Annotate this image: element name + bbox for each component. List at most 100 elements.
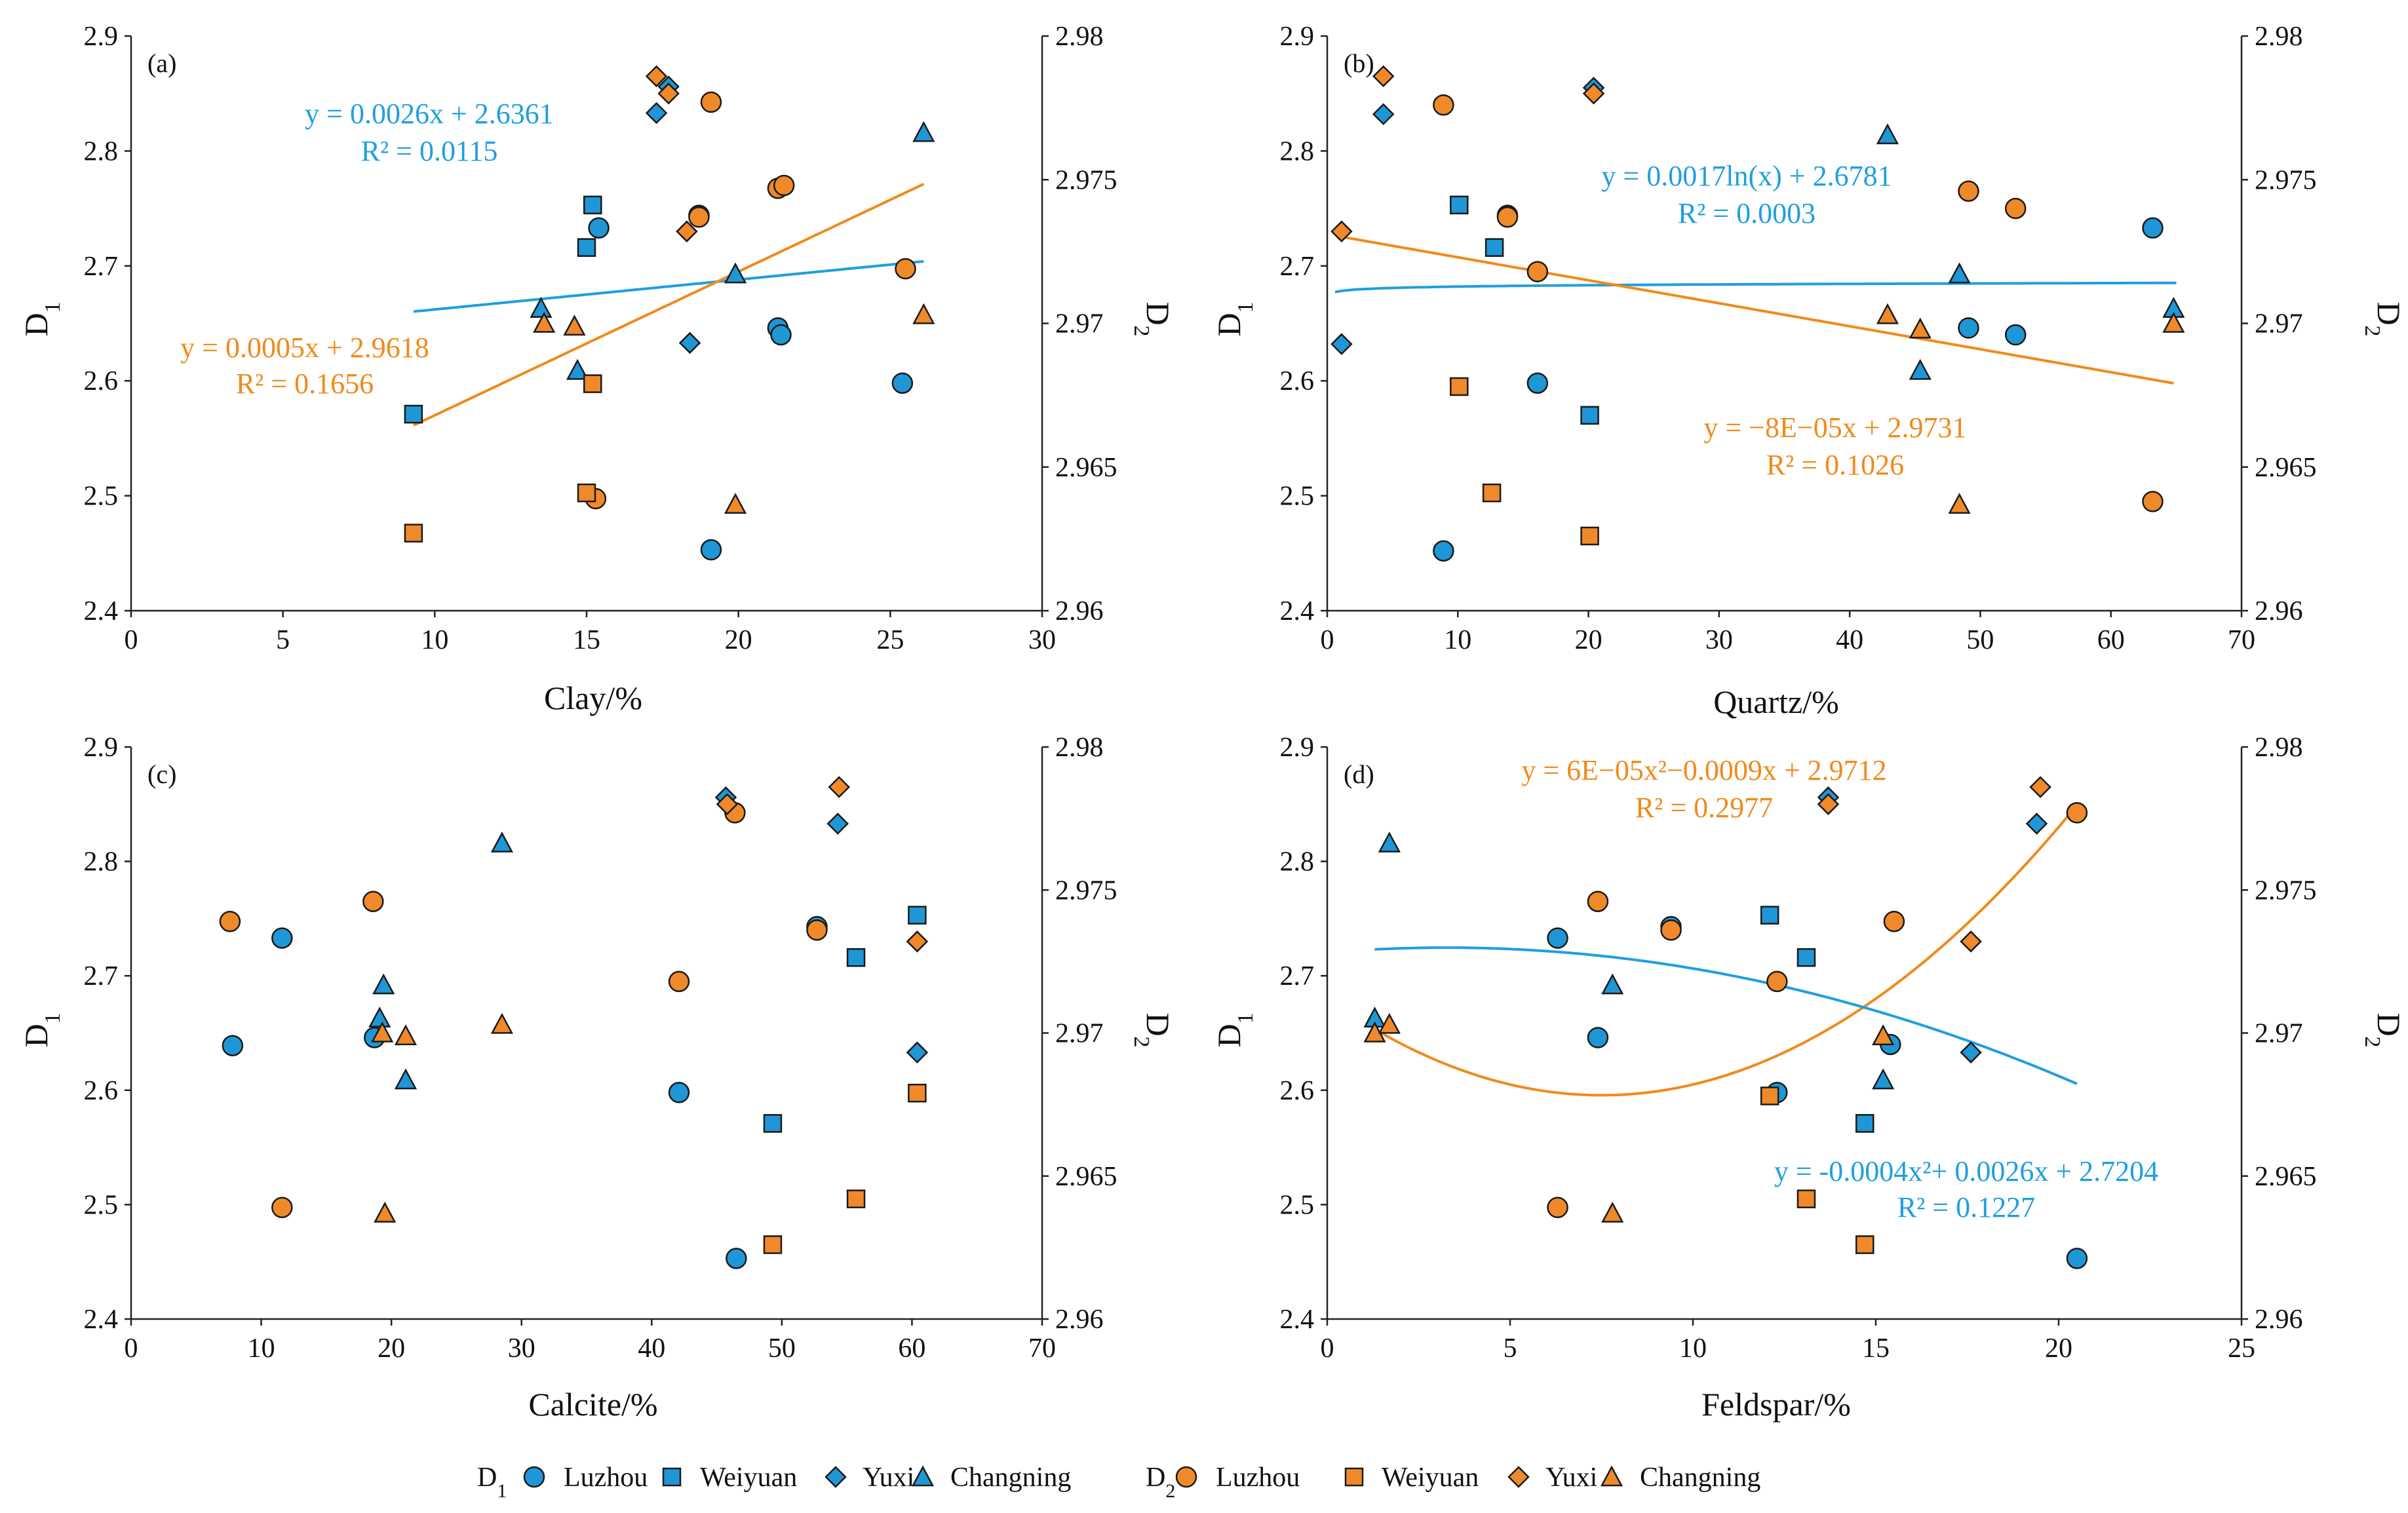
panel-b-point-d1-weiyuan	[1580, 406, 1599, 425]
panel-b-point-d1-changning	[1876, 123, 1899, 145]
legend-marker-shape	[1507, 1466, 1530, 1488]
panel-d-point-d1-yuxi	[2025, 813, 2048, 835]
panel-d-point-d1-yuxi	[1960, 1041, 1982, 1063]
legend-marker-d1-weiyuan	[662, 1467, 682, 1487]
panel-b: (b) Quartz/% D1 D2 y = 0.0017ln(x) + 2.6…	[1211, 22, 2407, 720]
panel-b-point-d2-yuxi	[1330, 220, 1353, 242]
panel-a-x-tick-label: 20	[725, 625, 752, 655]
panel-d-right-y-tick-label: 2.97	[2255, 1019, 2303, 1049]
panel-a-x-tick-label: 10	[421, 625, 448, 655]
panel-a-point-d1-luzhou	[588, 217, 610, 239]
panel-b-right-y-label: D2	[2361, 301, 2408, 336]
panel-c-left-y-tick-label: 2.9	[84, 733, 119, 763]
panel-c-point-d1-luzhou	[222, 1035, 244, 1056]
panel-c-point-d2-weiyuan	[846, 1189, 866, 1208]
panel-a-d1-fit-equation: y = 0.0026x + 2.6361	[305, 98, 554, 130]
panel-a-left-y-tick-label: 2.5	[84, 482, 119, 512]
panel-b-left-y-label: D1	[1211, 301, 1258, 336]
panel-d-point-d1-changning	[1872, 1068, 1895, 1090]
panel-b-point-d2-weiyuan	[1450, 377, 1469, 396]
panel-b-x-tick-label: 70	[2228, 625, 2255, 655]
legend-marker-d2-changning	[1600, 1465, 1623, 1487]
panel-d-point-d2-changning	[1872, 1024, 1895, 1046]
panel-a-point-d2-changning	[533, 311, 556, 333]
panel-a-point-d1-changning	[566, 358, 589, 380]
panel-b-left-y-tick-label: 2.6	[1280, 366, 1315, 396]
panel-b-tag: (b)	[1344, 48, 1374, 78]
panel-c-x-label: Calcite/%	[528, 1386, 657, 1423]
panel-b-left-y-tick-label: 2.5	[1280, 482, 1315, 512]
legend-label-d1-weiyuan: Weiyuan	[700, 1463, 797, 1493]
legend-marker-shape	[825, 1466, 847, 1488]
legend-group-d2: D2	[1146, 1463, 1175, 1502]
panel-b-d2-fit-equation: y = −8E−05x + 2.9731	[1703, 412, 1966, 444]
panel-a-x-tick-label: 0	[125, 625, 138, 655]
panel-a-left-y-tick-label: 2.7	[84, 252, 119, 282]
panel-b-x-tick-label: 50	[1966, 625, 1994, 655]
panel-b-x-tick-label: 20	[1575, 625, 1602, 655]
panel-a-left-y-tick-label: 2.4	[84, 596, 119, 626]
panel-c-point-d2-weiyuan	[908, 1083, 927, 1103]
panel-d-point-d1-changning	[1378, 832, 1401, 852]
panel-d-tag: (d)	[1344, 759, 1374, 789]
panel-a-point-d2-luzhou	[895, 258, 916, 280]
panel-c-x-tick-label: 50	[768, 1333, 796, 1364]
panel-a-point-d2-yuxi	[645, 65, 668, 88]
panel-d-point-d1-weiyuan	[1855, 1114, 1874, 1133]
panel-c-point-d1-yuxi	[826, 813, 849, 835]
panel-b-point-d1-luzhou	[1433, 540, 1454, 562]
panel-a-right-y-label: D2	[1130, 301, 1177, 336]
panel-d-x-tick-label: 10	[1679, 1333, 1707, 1364]
panel-a-point-d1-yuxi	[645, 102, 668, 124]
panel-b-d1-fit-r2: R² = 0.0003	[1678, 197, 1816, 229]
panel-b-d1-fit-line	[1334, 281, 2177, 294]
legend-label-d2-weiyuan: Weiyuan	[1382, 1463, 1479, 1493]
panel-c-point-d1-changning	[372, 973, 395, 995]
panel-a-d1-fit-line	[413, 259, 924, 313]
panel-a-point-d2-yuxi	[676, 220, 698, 242]
legend-label-d2-luzhou: Luzhou	[1216, 1463, 1300, 1493]
panel-c-point-d2-yuxi	[716, 793, 739, 816]
panel-c-point-d2-yuxi	[828, 776, 850, 798]
panel-c-point-d1-luzhou	[668, 1082, 690, 1103]
legend-label-d2-changning: Changning	[1640, 1463, 1760, 1493]
panel-b-point-d1-luzhou	[2004, 324, 2027, 346]
panel-a-d2-fit-equation: y = 0.0005x + 2.9618	[180, 332, 429, 364]
panel-d-point-d2-weiyuan	[1796, 1189, 1816, 1208]
panel-a-right-y-tick-label: 2.98	[1055, 22, 1104, 52]
panel-d-left-y-tick-label: 2.5	[1280, 1190, 1315, 1220]
panel-c-left-y-tick-label: 2.8	[84, 847, 119, 877]
legend-marker-d1-changning	[911, 1465, 935, 1487]
legend-marker-d2-luzhou	[1175, 1466, 1197, 1488]
panel-d-point-d1-changning	[1601, 973, 1624, 995]
panel-c-left-y-tick-label: 2.7	[84, 961, 119, 991]
panel-c-right-y-tick-label: 2.965	[1055, 1162, 1117, 1192]
panel-a-left-y-tick-label: 2.9	[84, 22, 119, 52]
panel-c-point-d2-changning	[490, 1012, 514, 1034]
panel-d-left-y-tick-label: 2.6	[1280, 1076, 1315, 1106]
panel-d-point-d2-changning	[1378, 1012, 1401, 1034]
panel-b-x-tick-label: 60	[2097, 625, 2125, 655]
legend-marker-d2-weiyuan	[1344, 1467, 1364, 1487]
panel-c-point-d2-luzhou	[271, 1197, 293, 1219]
panel-a-x-tick-label: 15	[573, 625, 600, 655]
panel-c-point-d2-changning	[394, 1024, 418, 1046]
panel-d-point-d2-luzhou	[1547, 1197, 1568, 1219]
panel-d-right-y-tick-label: 2.975	[2255, 875, 2317, 906]
panel-d-d2-fit-r2: R² = 0.2977	[1635, 792, 1773, 824]
panel-c-tag: (c)	[147, 759, 176, 789]
panel-a-point-d2-weiyuan	[583, 374, 602, 393]
panel-a-point-d1-changning	[912, 121, 935, 142]
legend-label-d2-yuxi: Yuxi	[1545, 1463, 1597, 1493]
panel-a-point-d1-luzhou	[770, 324, 792, 346]
panel-a-point-d1-changning	[530, 297, 553, 318]
panel-d-point-d2-luzhou	[1766, 970, 1788, 993]
panel-c-right-y-label: D2	[1130, 1012, 1177, 1047]
legend-label-d1-changning: Changning	[950, 1463, 1071, 1493]
panel-a-x-tick-label: 5	[276, 625, 290, 655]
panel-d-x-tick-label: 25	[2228, 1333, 2255, 1364]
panel-c-point-d2-changning	[371, 1021, 394, 1043]
panel-b-point-d2-changning	[2162, 311, 2185, 333]
panel-c-x-tick-label: 70	[1028, 1333, 1056, 1364]
panel-a-tag: (a)	[147, 48, 176, 78]
